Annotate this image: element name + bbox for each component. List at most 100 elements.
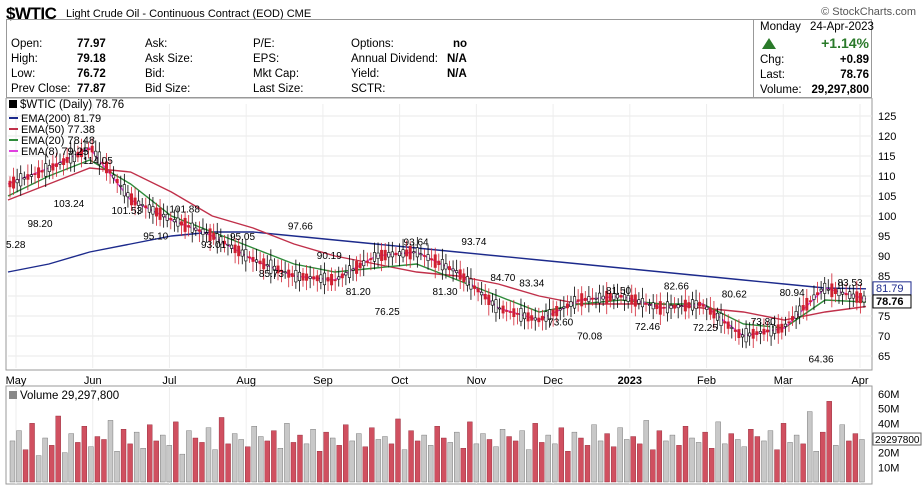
candle-body [651,302,655,310]
candle-body [505,310,509,312]
candle-body [297,271,301,282]
volume-bar [846,440,852,483]
volume-bar [22,449,29,483]
candle-body [794,311,798,319]
price-point-label: 72.25 [693,323,718,334]
candle-body [40,170,44,173]
price-panel-frame [5,97,873,371]
volume-bar [284,423,290,483]
price-point-label: 70.08 [577,332,602,343]
candle-body [369,258,373,260]
candle-body [791,316,795,321]
quote-day: Monday [760,21,801,33]
candle-body [837,288,841,297]
candle-body [272,265,276,271]
candle-body [465,276,469,286]
price-point-label: 93.74 [461,237,486,248]
candle-body [251,256,255,262]
volume-bar [682,426,689,483]
candle-body [219,236,223,245]
volume-bar [715,421,721,483]
candle-body [605,290,609,304]
candle-body [51,163,55,171]
candle-body [176,217,180,227]
chart-area[interactable]: 98.20 103.24 114.05 101.53 95.10 101.88 93.01 9… [0,97,922,486]
volume-bar [800,443,806,483]
candle-body [419,253,423,256]
volume-bar [49,445,55,483]
quote-date: 24-Apr-2023 [810,21,874,33]
volume-tick-label: 60M [878,389,899,401]
ema-line-3 [7,147,867,337]
candle-body [448,266,452,271]
candle-body [22,177,26,180]
candle-body [312,276,316,280]
ema200-value-label: 81.79 [876,283,904,295]
candle-body [598,292,602,304]
candle-body [551,309,555,317]
volume-bar [493,446,499,483]
candle-body [65,156,69,163]
candle-body [390,251,394,258]
volume-bar [767,430,774,483]
candle-body [294,269,298,283]
brand-label[interactable]: © StockCharts.com [821,6,916,18]
price-point-label: 81.30 [432,287,457,298]
candle-body [319,274,323,283]
ask-size-label: Ask Size: [145,53,193,65]
volume-bar [467,421,473,483]
candle-body [358,262,362,269]
y-tick-label: 115 [878,151,896,163]
volume-bar [506,436,512,483]
volume-bar [401,449,408,483]
candle-body [151,206,155,215]
candle-body [233,244,237,254]
candle-body [648,304,652,306]
candle-body [33,173,37,175]
candle-body [180,221,184,226]
candle-body [376,252,380,259]
candle-body [555,306,559,317]
volume-bar [297,434,303,483]
annual-dividend-label: Annual Dividend: [351,53,438,65]
price-point-label: 81.20 [346,287,371,298]
candle-body [576,299,580,302]
candle-body [712,309,716,319]
volume-bar [362,446,368,483]
candle-body [580,293,584,307]
volume-bar [166,445,172,483]
volume-bar [238,439,244,483]
open-value: 77.97 [77,38,106,50]
candle-body [601,295,605,300]
symbol[interactable]: $WTIC [6,4,57,23]
candle-body [412,251,416,254]
candle-body [519,308,523,322]
candle-body [72,150,76,163]
y-tick-label: 85 [878,271,890,283]
candle-body [630,294,634,305]
candle-body [144,205,148,209]
candle-body [676,304,680,309]
candle-body [112,174,116,179]
candle-body [108,170,112,174]
candle-body [226,244,230,246]
volume-bar [408,430,414,483]
candle-body [269,259,273,274]
candle-body [97,151,101,165]
candle-body [83,150,87,153]
volume-bar [107,420,114,483]
volume-bar [434,426,440,483]
last-size-label: Last Size: [253,83,304,95]
quote-col2-labels: Ask: Ask Size: Bid: Bid Size: [145,37,193,97]
volume-bar [127,443,133,483]
volume-legend-icon [9,391,17,399]
candle-body [723,321,727,324]
x-tick-label: Apr [851,375,868,387]
candle-body [744,328,748,343]
candle-body [104,161,108,174]
last-price-label: 78.76 [876,296,904,308]
price-point-label: 64.36 [809,355,834,366]
volume-bar [656,430,663,483]
high-value: 79.18 [77,53,106,65]
